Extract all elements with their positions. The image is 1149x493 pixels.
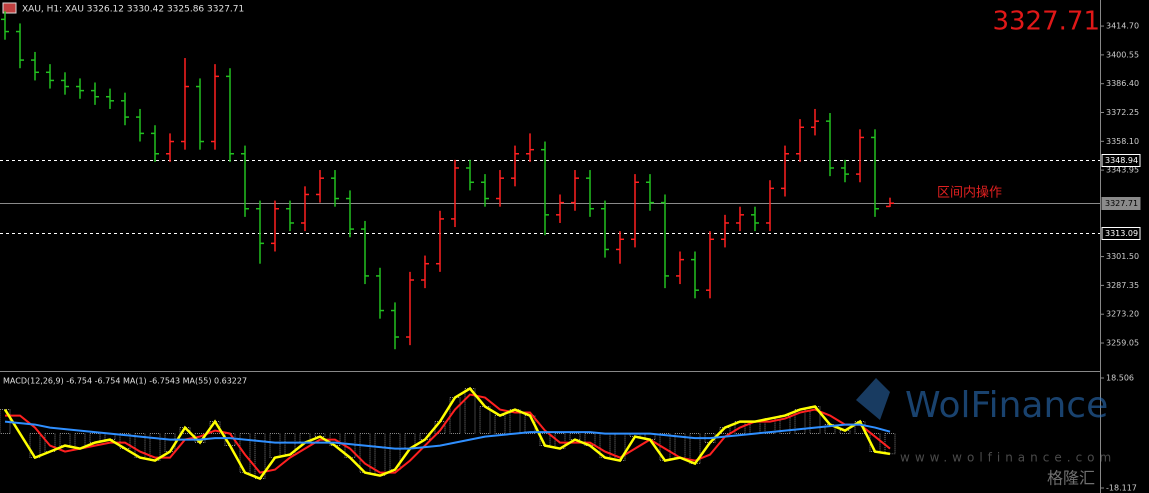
histogram-bar — [884, 433, 896, 455]
level-label: 3348.94 — [1105, 156, 1138, 165]
y-tick-label: 3386.40 — [1106, 79, 1139, 88]
watermark-logo — [856, 378, 890, 420]
histogram-bar — [869, 433, 881, 452]
y-tick-label: 3358.10 — [1106, 137, 1139, 146]
macd-line — [3, 386, 891, 481]
histogram-bar — [29, 433, 41, 458]
ma-line — [4, 420, 891, 450]
histogram-bar — [134, 433, 146, 458]
watermark: WolFinance www.wolfinance.com 格隆汇 — [856, 378, 1116, 488]
histogram-bar — [269, 433, 281, 458]
y-tick-label: 3273.20 — [1106, 310, 1139, 319]
y-tick-label: 3414.70 — [1106, 22, 1139, 31]
level-label-box — [1101, 227, 1141, 240]
y-tick-label: -18.117 — [1106, 484, 1137, 493]
y-tick-label: 3287.35 — [1106, 281, 1139, 290]
header-text: XAU, H1: XAU 3326.12 3330.42 3325.86 332… — [22, 5, 244, 15]
histogram-bar — [419, 433, 431, 440]
watermark-brand: WolFinance — [905, 385, 1108, 426]
histogram-bar — [674, 433, 686, 458]
histogram-bar — [569, 433, 581, 440]
y-tick-label: 3372.25 — [1106, 108, 1139, 117]
level-label-box — [1101, 197, 1141, 210]
histogram-bar — [389, 433, 401, 470]
histogram-bar — [44, 433, 56, 452]
histogram-bar — [494, 415, 506, 434]
level-label-box — [1101, 154, 1141, 167]
histogram-bar — [539, 433, 551, 446]
histogram-bar — [374, 433, 386, 476]
histogram-bar — [689, 433, 701, 464]
histogram-bar — [584, 433, 596, 446]
level-label: 3327.71 — [1105, 199, 1138, 208]
y-tick-label: 3301.50 — [1106, 252, 1139, 261]
histogram-bar — [164, 433, 176, 452]
y-tick-label: 3400.55 — [1106, 50, 1139, 59]
level-label: 3313.09 — [1105, 229, 1138, 238]
last-price: 3327.71 — [992, 7, 1100, 37]
y-tick-label: 18.506 — [1106, 374, 1134, 383]
annotation: 区间内操作 — [937, 185, 1002, 201]
panel-title: MACD(12,26,9) -6.754 -6.754 MA(1) -6.754… — [3, 377, 247, 386]
watermark-source: 格隆汇 — [1047, 469, 1095, 488]
histogram-bar — [479, 406, 491, 434]
flag-icon — [2, 2, 17, 14]
signal-line — [5, 393, 891, 474]
histogram-bar — [59, 433, 71, 446]
watermark-site: www.wolfinance.com — [900, 451, 1116, 465]
y-tick-label: 3343.95 — [1106, 166, 1139, 175]
y-tick-label: 3259.05 — [1106, 339, 1139, 348]
